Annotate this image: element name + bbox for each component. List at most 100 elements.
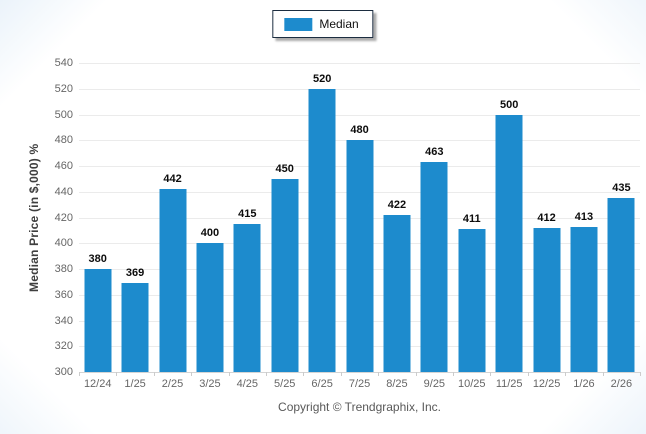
gridline-520 (79, 88, 640, 90)
x-axis-tick (191, 372, 193, 376)
x-tick-label-3/25: 3/25 (199, 378, 221, 390)
bar-9/25 (420, 162, 448, 372)
x-tick-label-4/25: 4/25 (236, 378, 259, 390)
x-tick-label-12/25: 12/25 (532, 378, 561, 390)
x-tick-label-11/25: 11/25 (495, 378, 523, 390)
copyright-text: Copyright © Trendgraphix, Inc. (278, 400, 441, 414)
gridline-540 (79, 63, 640, 64)
x-tick-label-10/25: 10/25 (458, 378, 486, 390)
bar-slot-1/26: 413 (565, 63, 602, 372)
bar-value-label-5/25: 450 (275, 162, 294, 175)
bar-slot-12/24: 380 (79, 63, 116, 372)
bar-slot-4/25: 415 (229, 63, 266, 372)
legend-median-label: Median (319, 16, 359, 31)
bar-value-label-1/25: 369 (125, 267, 145, 280)
x-axis-tick-labels: 12/24 1/25 2/25 3/25 4/25 5/25 6/25 7/25 8/25 9/2… (79, 378, 640, 390)
bar-value-label-1/26: 413 (574, 210, 594, 223)
bar-slot-3/25: 400 (191, 63, 228, 372)
x-axis-tick (415, 372, 417, 376)
y-tick-label-320: 320 (54, 340, 73, 353)
x-tick-label-5/25: 5/25 (274, 378, 296, 390)
bar-slot-11/25: 500 (490, 63, 527, 372)
bar-1/26 (570, 226, 598, 372)
x-tick-label-7/25: 7/25 (348, 378, 371, 390)
x-axis-tick (453, 372, 454, 376)
x-tick-label-8/25: 8/25 (386, 378, 408, 390)
bar-value-label-3/25: 400 (200, 227, 220, 240)
x-axis-tick (153, 372, 155, 376)
bar-value-label-9/25: 463 (425, 146, 444, 159)
bar-value-label-12/25: 412 (537, 211, 556, 224)
bar-4/25 (233, 223, 261, 372)
bar-value-label-2/26: 435 (612, 182, 631, 195)
x-tick-label-1/26: 1/26 (573, 378, 595, 390)
y-tick-label-400: 400 (54, 237, 73, 250)
bar-6/25 (308, 88, 336, 372)
bar-slot-8/25: 422 (378, 63, 415, 372)
bar-value-label-4/25: 415 (238, 207, 257, 220)
bar-slot-1/25: 369 (116, 63, 153, 372)
y-tick-label-480: 480 (54, 134, 73, 147)
bar-11/25 (495, 114, 523, 372)
x-tick-label-2/25: 2/25 (161, 378, 184, 390)
y-tick-label-520: 520 (54, 82, 73, 95)
y-tick-label-340: 340 (54, 314, 73, 327)
x-axis-tick (116, 372, 118, 376)
bar-value-label-7/25: 480 (350, 124, 369, 137)
y-tick-label-360: 360 (54, 288, 73, 301)
bar-slot-10/25: 411 (453, 63, 490, 372)
bar-series-median: 380 369 442 400 415 450 520 480 422 463 411 500 412 4… (79, 63, 640, 372)
bar-12/25 (533, 227, 561, 372)
legend-median-swatch-icon (284, 17, 313, 31)
y-axis-tick-labels: 540 520 500 480 460 440 420 400 380 360 340 320 300 (0, 57, 73, 378)
x-axis-tick (79, 372, 80, 376)
bar-value-label-12/24: 380 (88, 253, 107, 266)
x-axis-tick (266, 372, 267, 376)
bar-2/26 (607, 198, 635, 372)
y-tick-label-540: 540 (54, 57, 73, 69)
y-tick-label-420: 420 (54, 211, 73, 224)
bar-value-label-8/25: 422 (387, 198, 407, 211)
x-axis-tick (303, 372, 305, 376)
bar-slot-7/25: 480 (341, 63, 378, 372)
x-axis-tick (378, 372, 380, 376)
bar-slot-9/25: 463 (416, 63, 453, 372)
bar-5/25 (271, 178, 299, 372)
bar-slot-2/25: 442 (154, 63, 191, 372)
gridline-500 (79, 114, 640, 116)
x-axis-tick (527, 372, 529, 376)
bar-8/25 (383, 214, 411, 372)
x-axis-tick (602, 372, 604, 376)
y-tick-label-380: 380 (54, 263, 73, 275)
y-tick-label-440: 440 (54, 185, 73, 198)
bar-slot-5/25: 450 (266, 63, 303, 372)
bar-value-label-10/25: 411 (462, 213, 481, 226)
x-axis-tick (490, 372, 492, 376)
x-tick-label-6/25: 6/25 (311, 378, 333, 390)
bar-slot-6/25: 520 (303, 63, 340, 372)
bar-12/24 (84, 269, 112, 372)
x-tick-label-12/24: 12/24 (83, 378, 112, 390)
x-tick-label-2/26: 2/26 (610, 378, 633, 390)
bar-3/25 (196, 243, 224, 372)
bar-slot-12/25: 412 (528, 63, 565, 372)
x-axis-tick (340, 372, 342, 376)
bar-slot-2/26: 435 (603, 63, 640, 372)
legend: Median (272, 10, 374, 38)
bar-value-label-11/25: 500 (499, 98, 519, 111)
bar-1/25 (121, 283, 149, 372)
bar-2/25 (159, 189, 187, 372)
y-tick-label-300: 300 (54, 366, 73, 378)
x-axis-tick (565, 372, 567, 376)
plot-area: 380 369 442 400 415 450 520 480 422 463 411 500 412 4… (79, 63, 641, 376)
gridline-300 (79, 372, 640, 373)
x-axis-tick (228, 372, 230, 376)
x-tick-label-1/25: 1/25 (124, 378, 146, 390)
x-axis-tick (640, 372, 641, 376)
y-tick-label-460: 460 (54, 160, 73, 172)
bar-value-label-2/25: 442 (163, 173, 182, 186)
bar-value-label-6/25: 520 (312, 72, 332, 85)
bar-7/25 (346, 140, 374, 372)
x-tick-label-9/25: 9/25 (423, 378, 446, 390)
